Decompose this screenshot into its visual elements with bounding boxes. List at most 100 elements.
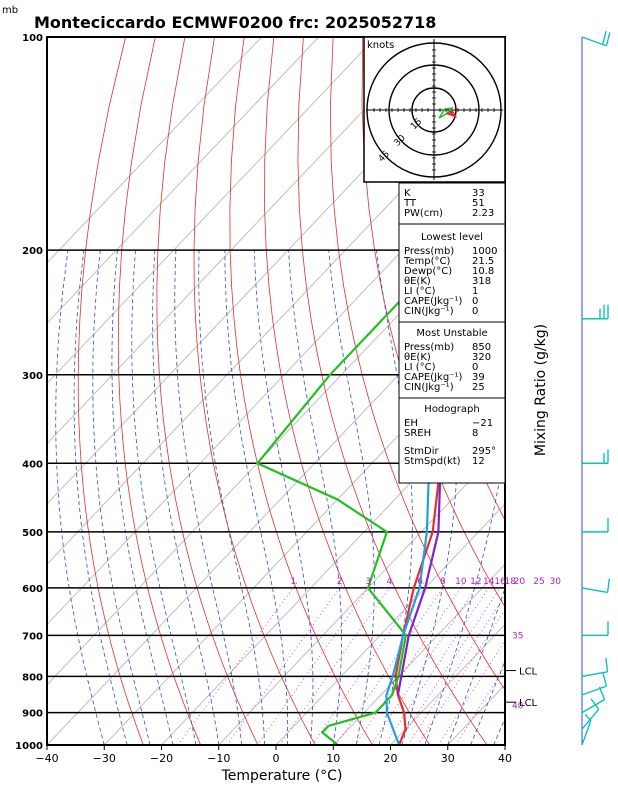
index-value: 12 xyxy=(472,456,485,467)
isotherm xyxy=(47,37,377,385)
wind-barb-flag xyxy=(605,32,611,47)
index-label: CIN(Jkg⁻¹) xyxy=(404,306,454,317)
panel-section-title: Most Unstable xyxy=(416,328,487,339)
mixing-ratio-label: 8 xyxy=(440,577,446,587)
dry-adiabat xyxy=(361,37,505,608)
mixing-ratio-line xyxy=(226,582,344,745)
mixing-ratio-line xyxy=(279,582,394,745)
lcl-label: LCL xyxy=(519,698,538,709)
mixing-ratio-label: 20 xyxy=(514,577,526,587)
mixing-ratio-label: 18 xyxy=(504,577,516,587)
index-value: 21.5 xyxy=(472,256,494,267)
index-label: CAPE(Jkg⁻¹) xyxy=(404,296,462,307)
pressure-tick-label: 800 xyxy=(22,672,43,683)
moist-adiabat xyxy=(328,250,375,745)
wind-barb-shaft xyxy=(581,685,607,696)
theta-e-label: 35 xyxy=(512,631,523,641)
x-tick-label: −10 xyxy=(207,752,230,765)
wind-barb-flag xyxy=(605,657,609,672)
moist-adiabat xyxy=(92,250,151,745)
wind-barb xyxy=(581,30,611,47)
mixing-ratio-label: 14 xyxy=(483,577,495,587)
pressure-unit-label: mb xyxy=(2,5,18,16)
dry-adiabat xyxy=(117,37,202,745)
index-value: 10.8 xyxy=(472,266,494,277)
pressure-tick-label: 200 xyxy=(22,246,43,257)
moist-adiabat xyxy=(152,250,220,745)
isotherm xyxy=(47,202,505,686)
wind-barb-flag xyxy=(598,686,606,700)
wind-barb xyxy=(581,578,611,594)
index-value: 318 xyxy=(472,276,491,287)
x-tick-label: 0 xyxy=(273,752,280,765)
hodograph-ring xyxy=(388,64,480,156)
wind-barbs xyxy=(581,30,611,746)
wind-barb-shaft xyxy=(581,671,608,678)
index-value: 51 xyxy=(472,198,485,209)
index-label: TT xyxy=(403,198,417,209)
hodograph-unit: knots xyxy=(367,40,394,51)
mixing-ratio-label: 4 xyxy=(387,577,393,587)
wind-barb-shaft xyxy=(581,698,605,714)
wind-barb-flag xyxy=(584,714,592,722)
pressure-tick-label: 900 xyxy=(22,709,43,720)
index-label: Temp(°C) xyxy=(403,256,451,267)
mixing-ratio-label: 2 xyxy=(337,577,343,587)
moist-adiabat xyxy=(376,250,413,745)
indices-frame xyxy=(398,182,506,484)
panel-section-title: Lowest level xyxy=(421,232,483,243)
wind-barb xyxy=(581,657,609,678)
moist-adiabat xyxy=(254,250,314,745)
isotherm xyxy=(218,443,505,745)
index-value: 25 xyxy=(472,382,485,393)
index-value: 0 xyxy=(472,362,478,373)
mixing-ratio-line xyxy=(384,582,493,745)
index-label: Dewp(°C) xyxy=(404,266,452,277)
index-label: EH xyxy=(404,418,418,429)
wind-barb xyxy=(581,686,606,714)
dry-adiabat xyxy=(264,37,431,745)
isotherm xyxy=(47,37,320,324)
isotherm xyxy=(390,623,505,745)
pressure-tick-label: 500 xyxy=(22,528,43,539)
moist-adiabat xyxy=(198,250,265,745)
mixing-ratio-label: 25 xyxy=(533,577,544,587)
index-label: StmDir xyxy=(404,446,439,457)
index-label: Press(mb) xyxy=(404,342,454,353)
x-tick-label: 10 xyxy=(326,752,340,765)
wind-barb xyxy=(582,449,609,464)
dry-adiabat xyxy=(511,37,618,745)
isotherm xyxy=(275,503,505,745)
x-tick-label: −20 xyxy=(150,752,173,765)
hodograph-storm-motion xyxy=(445,109,458,118)
mixing-ratio-label: 3 xyxy=(365,577,371,587)
mixing-ratio-line xyxy=(177,582,298,745)
index-label: SREH xyxy=(404,428,431,439)
moist-adiabat xyxy=(174,250,243,745)
isotherm xyxy=(562,37,618,745)
chart-title: Monteciccardo ECMWF0200 frc: 2025052718 xyxy=(34,13,436,32)
index-value: 2.23 xyxy=(472,208,494,219)
dry-adiabat xyxy=(541,37,618,745)
x-tick-label: −40 xyxy=(35,752,58,765)
x-tick-label: −30 xyxy=(93,752,116,765)
isotherm xyxy=(47,37,262,264)
pressure-tick-label: 700 xyxy=(22,631,43,642)
dry-adiabat xyxy=(570,37,618,745)
index-value: 0 xyxy=(472,306,478,317)
dry-adiabat xyxy=(297,37,488,745)
mixing-ratio-label: 1 xyxy=(290,577,296,587)
mixing-ratio-label: 10 xyxy=(455,577,467,587)
index-value: −21 xyxy=(472,418,493,429)
wind-barb-flag xyxy=(590,698,600,710)
wind-barb xyxy=(581,672,608,696)
pressure-tick-label: 300 xyxy=(22,371,43,382)
x-axis-label: Temperature (°C) xyxy=(221,768,343,784)
wind-barb xyxy=(582,517,609,533)
hodograph-ring xyxy=(366,42,502,178)
mixing-ratio-line xyxy=(396,582,504,745)
mixing-ratio-label: 12 xyxy=(470,577,481,587)
